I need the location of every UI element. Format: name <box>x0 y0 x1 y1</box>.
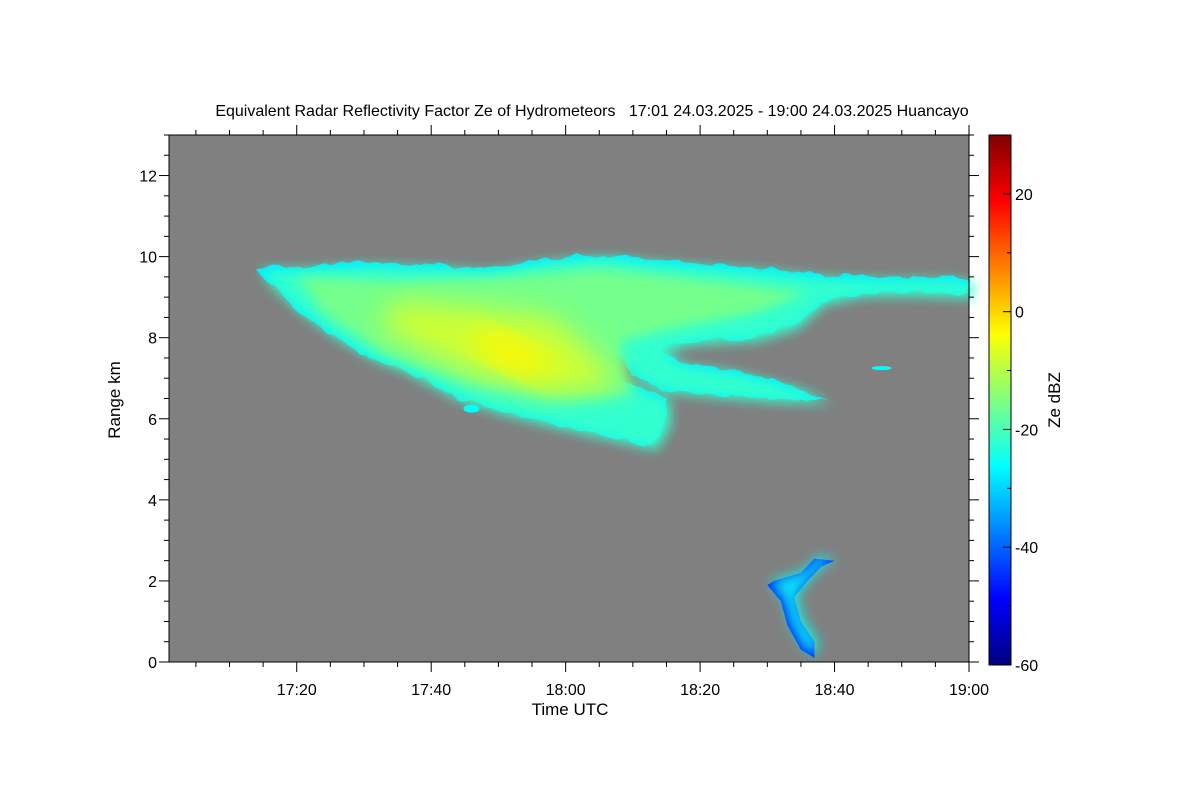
low-echo-core <box>770 556 838 656</box>
low-echo <box>767 556 838 658</box>
x-tick-label: 17:40 <box>411 682 451 699</box>
echo-layer <box>256 254 973 658</box>
y-tick-label: 10 <box>139 250 157 267</box>
cloud-peak <box>474 331 549 377</box>
colorbar-tick-label: -60 <box>1015 658 1038 675</box>
isolated-echo <box>463 404 480 413</box>
y-axis: 0 2 4 6 8 10 12 <box>139 134 979 672</box>
upper-cloud-layer <box>256 254 973 451</box>
colorbar-tick-label: 20 <box>1015 187 1033 204</box>
chart-title: Equivalent Radar Reflectivity Factor Ze … <box>215 103 968 120</box>
colorbar <box>988 134 1012 666</box>
colorbar-tick-label: -40 <box>1015 540 1038 557</box>
colorbar-tick-label: -20 <box>1015 422 1038 439</box>
x-tick-label: 18:20 <box>680 682 720 699</box>
colorbar-axis: -60 -40 -20 0 20 <box>1003 134 1038 675</box>
isolated-echo <box>871 366 892 371</box>
y-tick-label: 2 <box>148 574 157 591</box>
x-tick-label: 19:00 <box>949 682 989 699</box>
colorbar-tick-label: 0 <box>1015 305 1024 322</box>
colorbar-label: Ze dBZ <box>1045 372 1064 428</box>
y-tick-label: 0 <box>148 655 157 672</box>
y-tick-label: 4 <box>148 493 157 510</box>
y-tick-label: 12 <box>139 169 157 186</box>
x-tick-label: 17:20 <box>277 682 317 699</box>
y-tick-label: 6 <box>148 412 157 429</box>
x-tick-label: 18:40 <box>815 682 855 699</box>
x-axis-label: Time UTC <box>532 700 609 719</box>
y-axis-label: Range km <box>105 361 124 438</box>
y-tick-label: 8 <box>148 331 157 348</box>
x-tick-label: 18:00 <box>546 682 586 699</box>
x-axis: 17:20 17:40 18:00 18:20 18:40 19:00 <box>195 125 989 699</box>
